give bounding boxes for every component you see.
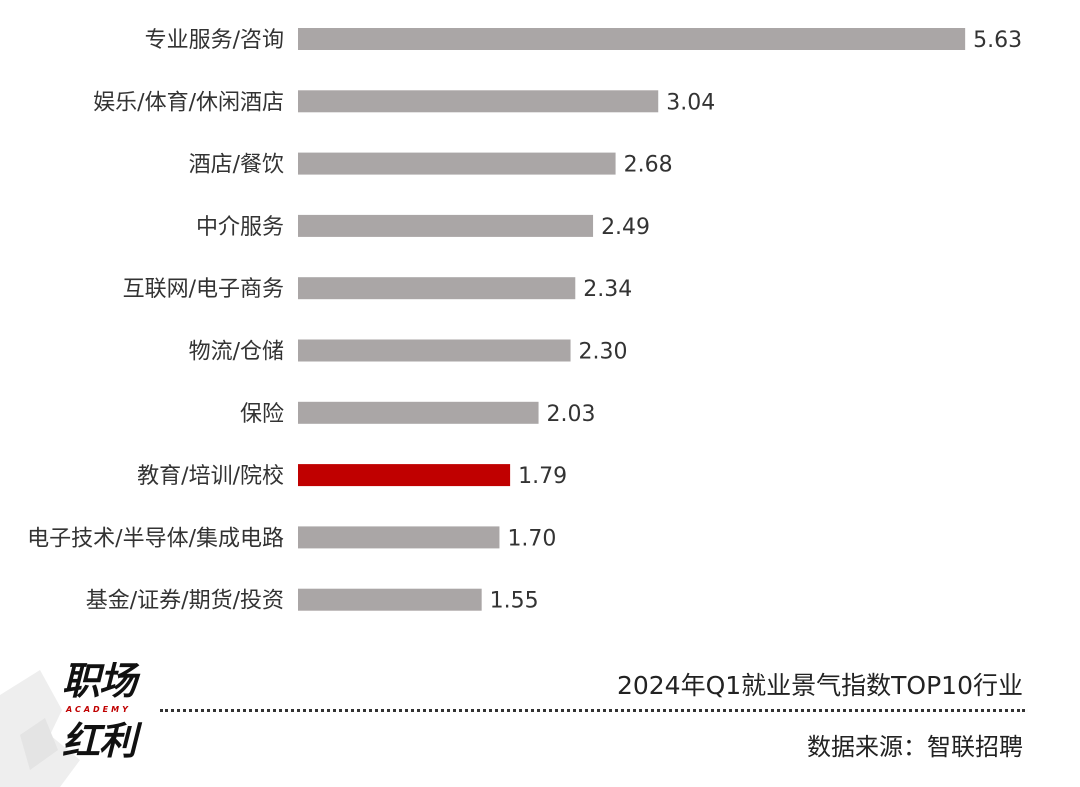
value-label-4: 2.34: [583, 277, 632, 302]
logo-text-line2: 红利: [62, 719, 137, 763]
value-label-8: 1.70: [507, 526, 556, 551]
category-label-9: 基金/证券/期货/投资: [86, 589, 284, 614]
category-label-7: 教育/培训/院校: [137, 464, 284, 489]
value-label-7: 1.79: [518, 464, 567, 489]
logo-splash-shape: [0, 670, 80, 787]
bar-8: [298, 526, 500, 549]
bar-0: [298, 28, 966, 50]
source-note: 数据来源：智联招聘: [807, 733, 1023, 761]
value-label-5: 2.30: [579, 340, 628, 365]
logo-text-line1: 职场: [62, 659, 137, 703]
value-label-3: 2.49: [601, 215, 650, 240]
bar-4: [298, 277, 576, 300]
bar-chart: 专业服务/咨询 5.63 娱乐/体育/休闲酒店 3.04 酒店/餐饮 2.68 中介服务 2.…: [27, 28, 1022, 614]
value-label-2: 2.68: [624, 153, 673, 178]
logo-subtext: ACADEMY: [66, 705, 131, 714]
chart-title: 2024年Q1就业景气指数TOP10行业: [616, 671, 1023, 700]
logo: 职场 ACADEMY 红利: [0, 640, 160, 787]
category-label-2: 酒店/餐饮: [189, 153, 284, 178]
value-label-1: 3.04: [666, 90, 715, 115]
bar-3: [298, 214, 594, 237]
bar-9: [298, 588, 482, 611]
footer: 职场 ACADEMY 红利 2024年Q1就业景气指数TOP10行业 数据来源：…: [0, 640, 1080, 787]
category-label-6: 保险: [240, 402, 284, 427]
dotted-divider: [160, 709, 1025, 712]
value-label-9: 1.55: [490, 589, 539, 614]
value-label-0: 5.63: [973, 28, 1022, 53]
category-label-3: 中介服务: [196, 215, 284, 240]
bar-6: [298, 401, 539, 424]
category-label-4: 互联网/电子商务: [123, 277, 284, 302]
category-label-1: 娱乐/体育/休闲酒店: [93, 90, 284, 115]
bar-2: [298, 152, 616, 175]
category-label-8: 电子技术/半导体/集成电路: [27, 526, 284, 551]
bar-1: [298, 90, 659, 113]
category-label-5: 物流/仓储: [189, 340, 284, 365]
value-label-6: 2.03: [547, 402, 596, 427]
bar-5: [298, 339, 571, 362]
category-label-0: 专业服务/咨询: [145, 28, 284, 53]
bar-7: [298, 464, 511, 487]
